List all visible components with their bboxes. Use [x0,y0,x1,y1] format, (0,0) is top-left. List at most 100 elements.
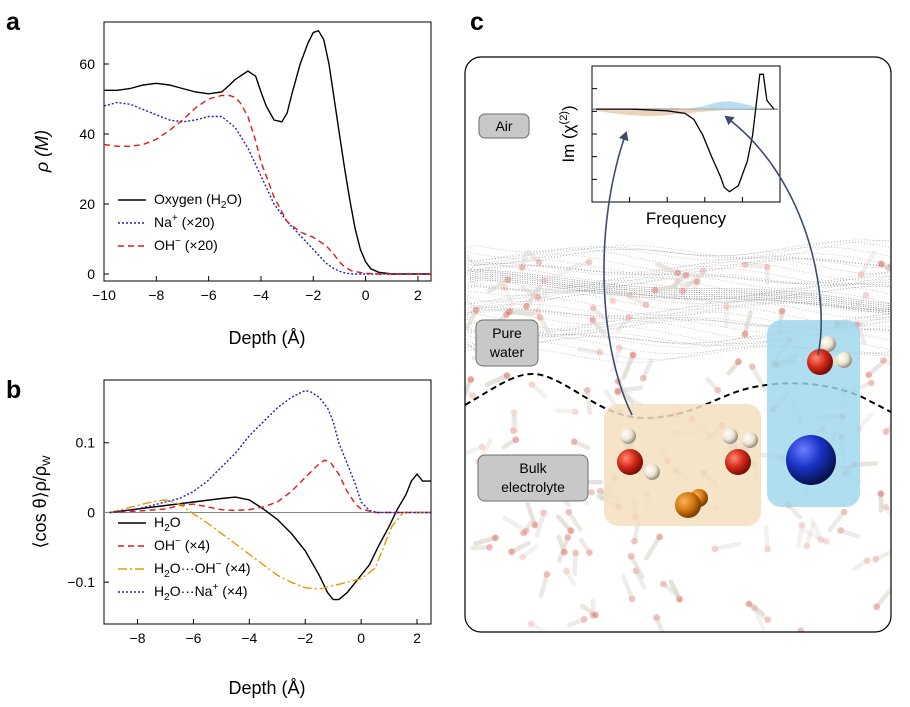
pure-water-label: Pure water [475,319,539,367]
oxygen-atom [469,392,477,400]
legend-text-suffix: (×20) [178,214,215,230]
bond [534,510,546,538]
water-molecule [576,347,604,356]
water-molecule [538,571,551,599]
hydrogen-atom [620,428,636,444]
oxygen-atom [764,616,772,624]
water-molecule [556,534,568,556]
oxygen-atom [879,357,887,364]
oxygen-atom [803,542,811,550]
water-molecule [523,284,542,310]
water-molecule [465,383,477,400]
inset-xlabel: Frequency [646,209,727,228]
bulk-water-left [617,428,660,480]
bond [692,268,706,290]
legend-label-h2o: H2O [154,514,181,534]
bond [827,509,847,533]
chart-a-ylabel: ρ (M) [32,130,52,173]
legend-text-label: Na [154,214,172,230]
hydrogen-atom [836,352,852,368]
oxygen-atom [642,301,650,309]
surface-ridge-line [469,277,891,313]
bond [486,277,511,294]
surface-mesh-line [465,283,891,303]
oxygen-atom [540,509,548,517]
bond [465,444,485,457]
oxygen-atom [504,276,512,284]
legend-text-suffix: O···OH [170,560,216,576]
water-molecule [510,413,517,435]
bond [726,359,741,376]
series-oh-4 [109,459,431,514]
bond [526,249,542,265]
bond [615,315,632,333]
water-molecule [660,580,682,599]
series-na-20 [104,101,431,275]
water-molecule [526,249,543,266]
bond [484,373,510,387]
water-molecule [668,579,683,603]
chart-a-frame [103,21,432,282]
legend-label-oxygen-h2o: Oxygen (H2O) [154,191,242,211]
water-molecule [525,502,539,529]
water-molecule [624,292,650,309]
legend-label-oh-20: OH− (×20) [154,236,218,253]
oxygen-atom [508,548,515,556]
oxygen-atom [877,490,885,497]
legend-text-suffix2: (×4) [218,583,247,599]
legend-label-oh-4: OH− (×4) [154,536,210,553]
bond [590,305,608,322]
water-molecule [555,408,579,415]
x-tick-label: 2 [414,287,422,303]
water-molecule [854,291,870,310]
bond [654,615,666,632]
bond [796,523,805,549]
bond [584,388,593,416]
bond [752,605,766,632]
bond [528,621,555,632]
oxygen-atom [741,261,749,269]
legend-text-label: Oxygen (H [154,191,221,207]
bond [525,502,538,528]
water-molecule [610,344,623,373]
water-molecule [501,284,514,306]
bond [838,528,861,539]
oxygen-atom [531,521,539,529]
bond [590,317,607,336]
x-tick-label: 2 [413,630,421,646]
bulk-electrolyte-label: Bulk electrolyte [477,454,589,502]
water-molecule [877,260,891,279]
oxygen-atom [583,386,591,394]
legend-text-suffix: O···Na [170,583,213,599]
oxygen-atom [512,436,520,444]
bond [878,261,891,279]
bond [804,522,816,549]
water-molecule [465,307,480,331]
legend-text-sup: − [175,536,181,547]
water-molecule [519,544,539,561]
oxygen-atom [873,603,881,611]
oxygen-atom [857,271,865,278]
bond [652,284,678,293]
panel-c-letter: c [470,8,484,36]
oxygen-atom [656,533,663,541]
oxygen-atom [711,545,719,553]
oxygen-atom [639,374,647,382]
bond [874,586,891,610]
bond [509,540,531,555]
surface-mesh-line [465,307,891,329]
water-molecule [540,268,571,284]
chart-b-axes: −8 −6 −4 −2 0 2−0.100.1 [67,435,421,646]
water-molecule [671,271,690,288]
bond [537,314,551,335]
water-molecule [470,543,493,551]
oxygen-atom [651,286,659,294]
panel-a-letter: a [6,8,21,36]
surface-mesh-line [465,297,891,316]
oxygen-atom [519,553,526,561]
y-tick-label: 0 [87,504,95,520]
highlighted-molecules [617,336,852,518]
oxygen-atom [807,349,833,375]
